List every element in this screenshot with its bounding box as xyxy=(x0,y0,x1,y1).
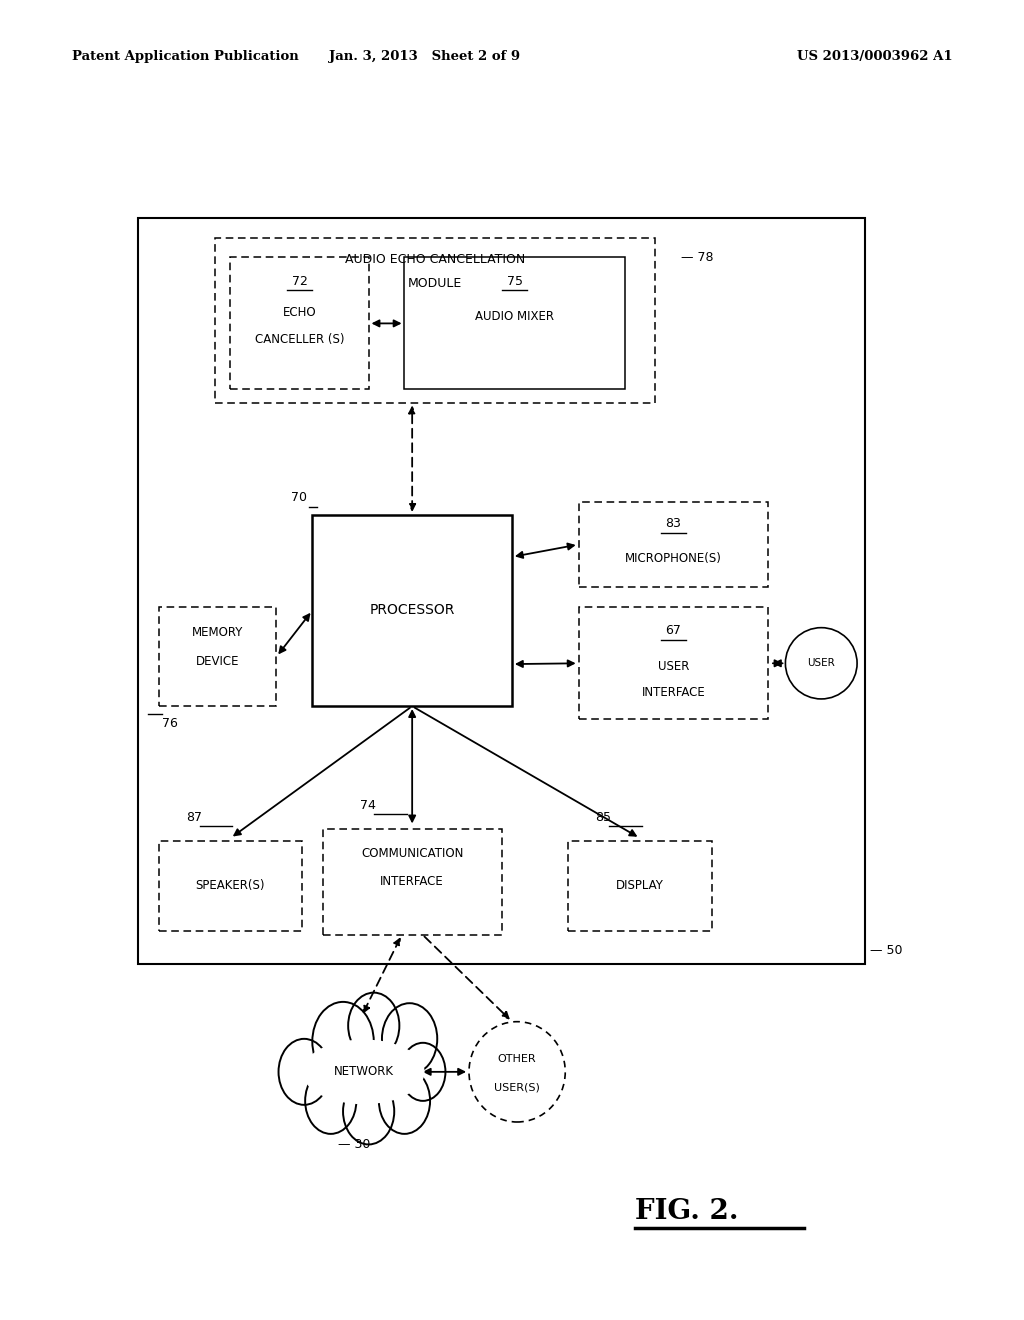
Ellipse shape xyxy=(303,1040,424,1104)
Text: USER: USER xyxy=(657,660,689,673)
Bar xyxy=(579,607,768,719)
Ellipse shape xyxy=(297,1030,430,1114)
Text: AUDIO MIXER: AUDIO MIXER xyxy=(475,310,554,323)
Text: 76: 76 xyxy=(162,717,178,730)
Text: — 30: — 30 xyxy=(338,1138,371,1151)
Text: 87: 87 xyxy=(185,810,202,824)
Bar xyxy=(138,218,865,964)
Text: INTERFACE: INTERFACE xyxy=(641,686,706,700)
Text: ECHO: ECHO xyxy=(283,306,316,319)
Text: INTERFACE: INTERFACE xyxy=(380,875,444,888)
Bar xyxy=(568,841,712,931)
Bar xyxy=(230,257,369,389)
Bar xyxy=(323,829,502,935)
Text: 67: 67 xyxy=(666,624,681,638)
Text: — 78: — 78 xyxy=(681,251,714,264)
Text: Patent Application Publication: Patent Application Publication xyxy=(72,50,298,63)
Text: USER(S): USER(S) xyxy=(495,1082,540,1093)
Text: 72: 72 xyxy=(292,275,307,288)
Text: 74: 74 xyxy=(360,799,377,812)
Text: Jan. 3, 2013   Sheet 2 of 9: Jan. 3, 2013 Sheet 2 of 9 xyxy=(330,50,520,63)
Text: AUDIO ECHO CANCELLATION: AUDIO ECHO CANCELLATION xyxy=(345,253,525,267)
Text: DISPLAY: DISPLAY xyxy=(616,879,664,892)
Text: 83: 83 xyxy=(666,517,681,531)
Text: — 50: — 50 xyxy=(870,944,903,957)
Bar xyxy=(215,238,655,403)
Text: MEMORY: MEMORY xyxy=(191,626,244,639)
Text: DEVICE: DEVICE xyxy=(196,655,240,668)
Text: FIG. 2.: FIG. 2. xyxy=(635,1199,738,1225)
Text: MODULE: MODULE xyxy=(409,277,462,290)
Bar xyxy=(404,257,625,389)
Text: 85: 85 xyxy=(595,810,611,824)
Text: SPEAKER(S): SPEAKER(S) xyxy=(196,879,265,892)
Text: OTHER: OTHER xyxy=(498,1053,537,1064)
Ellipse shape xyxy=(469,1022,565,1122)
Bar xyxy=(579,502,768,587)
Text: COMMUNICATION: COMMUNICATION xyxy=(361,847,463,861)
Text: MICROPHONE(S): MICROPHONE(S) xyxy=(625,552,722,565)
Bar xyxy=(159,607,276,706)
Text: PROCESSOR: PROCESSOR xyxy=(370,603,455,618)
Text: NETWORK: NETWORK xyxy=(334,1065,393,1078)
Text: US 2013/0003962 A1: US 2013/0003962 A1 xyxy=(797,50,952,63)
Bar xyxy=(159,841,302,931)
Bar xyxy=(312,515,512,706)
Text: 70: 70 xyxy=(291,491,307,504)
Text: CANCELLER (S): CANCELLER (S) xyxy=(255,333,344,346)
Text: USER: USER xyxy=(807,659,836,668)
Ellipse shape xyxy=(785,627,857,700)
Text: 75: 75 xyxy=(507,275,522,288)
